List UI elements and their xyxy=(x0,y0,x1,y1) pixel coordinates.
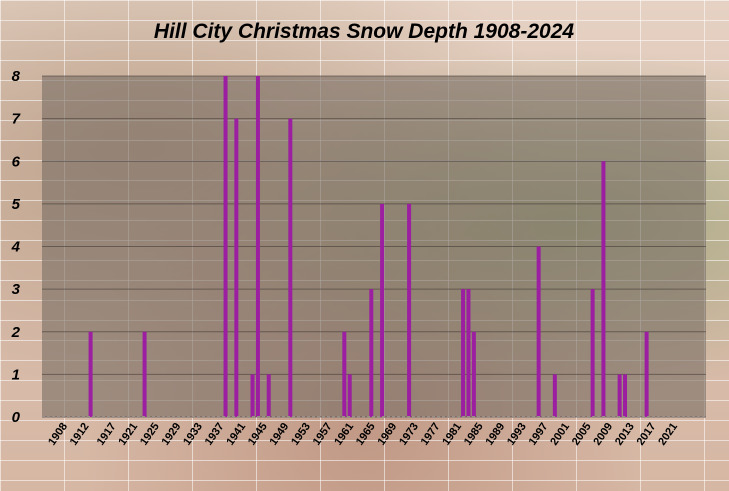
bar xyxy=(623,374,628,417)
bar xyxy=(223,76,228,417)
x-tick-label: 2001 xyxy=(548,421,572,448)
x-tick-label: 2009 xyxy=(591,421,615,448)
bar xyxy=(471,331,476,417)
bar xyxy=(369,289,374,417)
x-tick-label: 1969 xyxy=(375,421,399,448)
bar xyxy=(380,203,385,417)
x-tick-label: 1933 xyxy=(181,421,205,448)
x-tick-label: 1945 xyxy=(246,421,270,448)
bar xyxy=(466,289,471,417)
x-tick-label: 1997 xyxy=(527,421,551,448)
x-tick-label: 1957 xyxy=(311,421,335,448)
x-tick-label: 1921 xyxy=(116,421,140,448)
y-tick-label: 8 xyxy=(12,68,21,85)
bar xyxy=(590,289,595,417)
y-axis-ticks: 0 1 2 3 4 5 6 7 8 xyxy=(11,68,21,426)
x-tick-label: 2005 xyxy=(570,421,594,448)
x-tick-label: 1941 xyxy=(224,421,248,448)
x-tick-label: 2017 xyxy=(635,421,659,448)
x-tick-label: 1977 xyxy=(419,421,443,448)
bars xyxy=(88,76,649,417)
x-tick-label: 1925 xyxy=(138,421,162,448)
x-tick-label: 1973 xyxy=(397,421,421,448)
y-tick-label: 6 xyxy=(12,153,21,170)
x-tick-label: 1929 xyxy=(160,421,184,448)
bar xyxy=(552,374,557,417)
bar xyxy=(88,331,93,417)
y-tick-label: 1 xyxy=(12,366,20,383)
bar xyxy=(266,374,271,417)
x-tick-label: 1961 xyxy=(332,421,356,448)
x-tick-label: 1985 xyxy=(462,421,486,448)
bar xyxy=(288,118,293,417)
bar xyxy=(250,374,255,417)
bar xyxy=(536,246,541,417)
chart-title: Hill City Christmas Snow Depth 1908-2024 xyxy=(154,20,574,43)
y-tick-label: 4 xyxy=(11,239,21,256)
x-tick-label: 1949 xyxy=(268,421,292,448)
x-tick-label: 1912 xyxy=(68,421,92,448)
x-tick-label: 2013 xyxy=(613,421,637,448)
x-tick-label: 1981 xyxy=(440,421,464,448)
x-tick-label: 1953 xyxy=(289,421,313,448)
y-tick-label: 3 xyxy=(12,281,21,298)
x-tick-label: 1917 xyxy=(95,421,119,448)
y-tick-label: 2 xyxy=(11,324,21,341)
x-tick-label: 1993 xyxy=(505,421,529,448)
y-tick-label: 0 xyxy=(12,409,21,426)
bar xyxy=(342,331,347,417)
x-tick-label: 1937 xyxy=(203,421,227,448)
bar xyxy=(617,374,622,417)
x-tick-label: 1908 xyxy=(46,421,70,448)
bar xyxy=(407,203,412,417)
x-tick-label: 1965 xyxy=(354,421,378,448)
y-tick-label: 5 xyxy=(12,196,21,213)
bar xyxy=(255,76,260,417)
bar xyxy=(142,331,147,417)
bar xyxy=(347,374,352,417)
bar xyxy=(601,161,606,417)
bar xyxy=(461,289,466,417)
x-tick-label: 1989 xyxy=(483,421,507,448)
x-tick-label: 2021 xyxy=(656,421,680,448)
bar xyxy=(644,331,649,417)
y-tick-label: 7 xyxy=(12,111,21,128)
bar xyxy=(234,118,239,417)
